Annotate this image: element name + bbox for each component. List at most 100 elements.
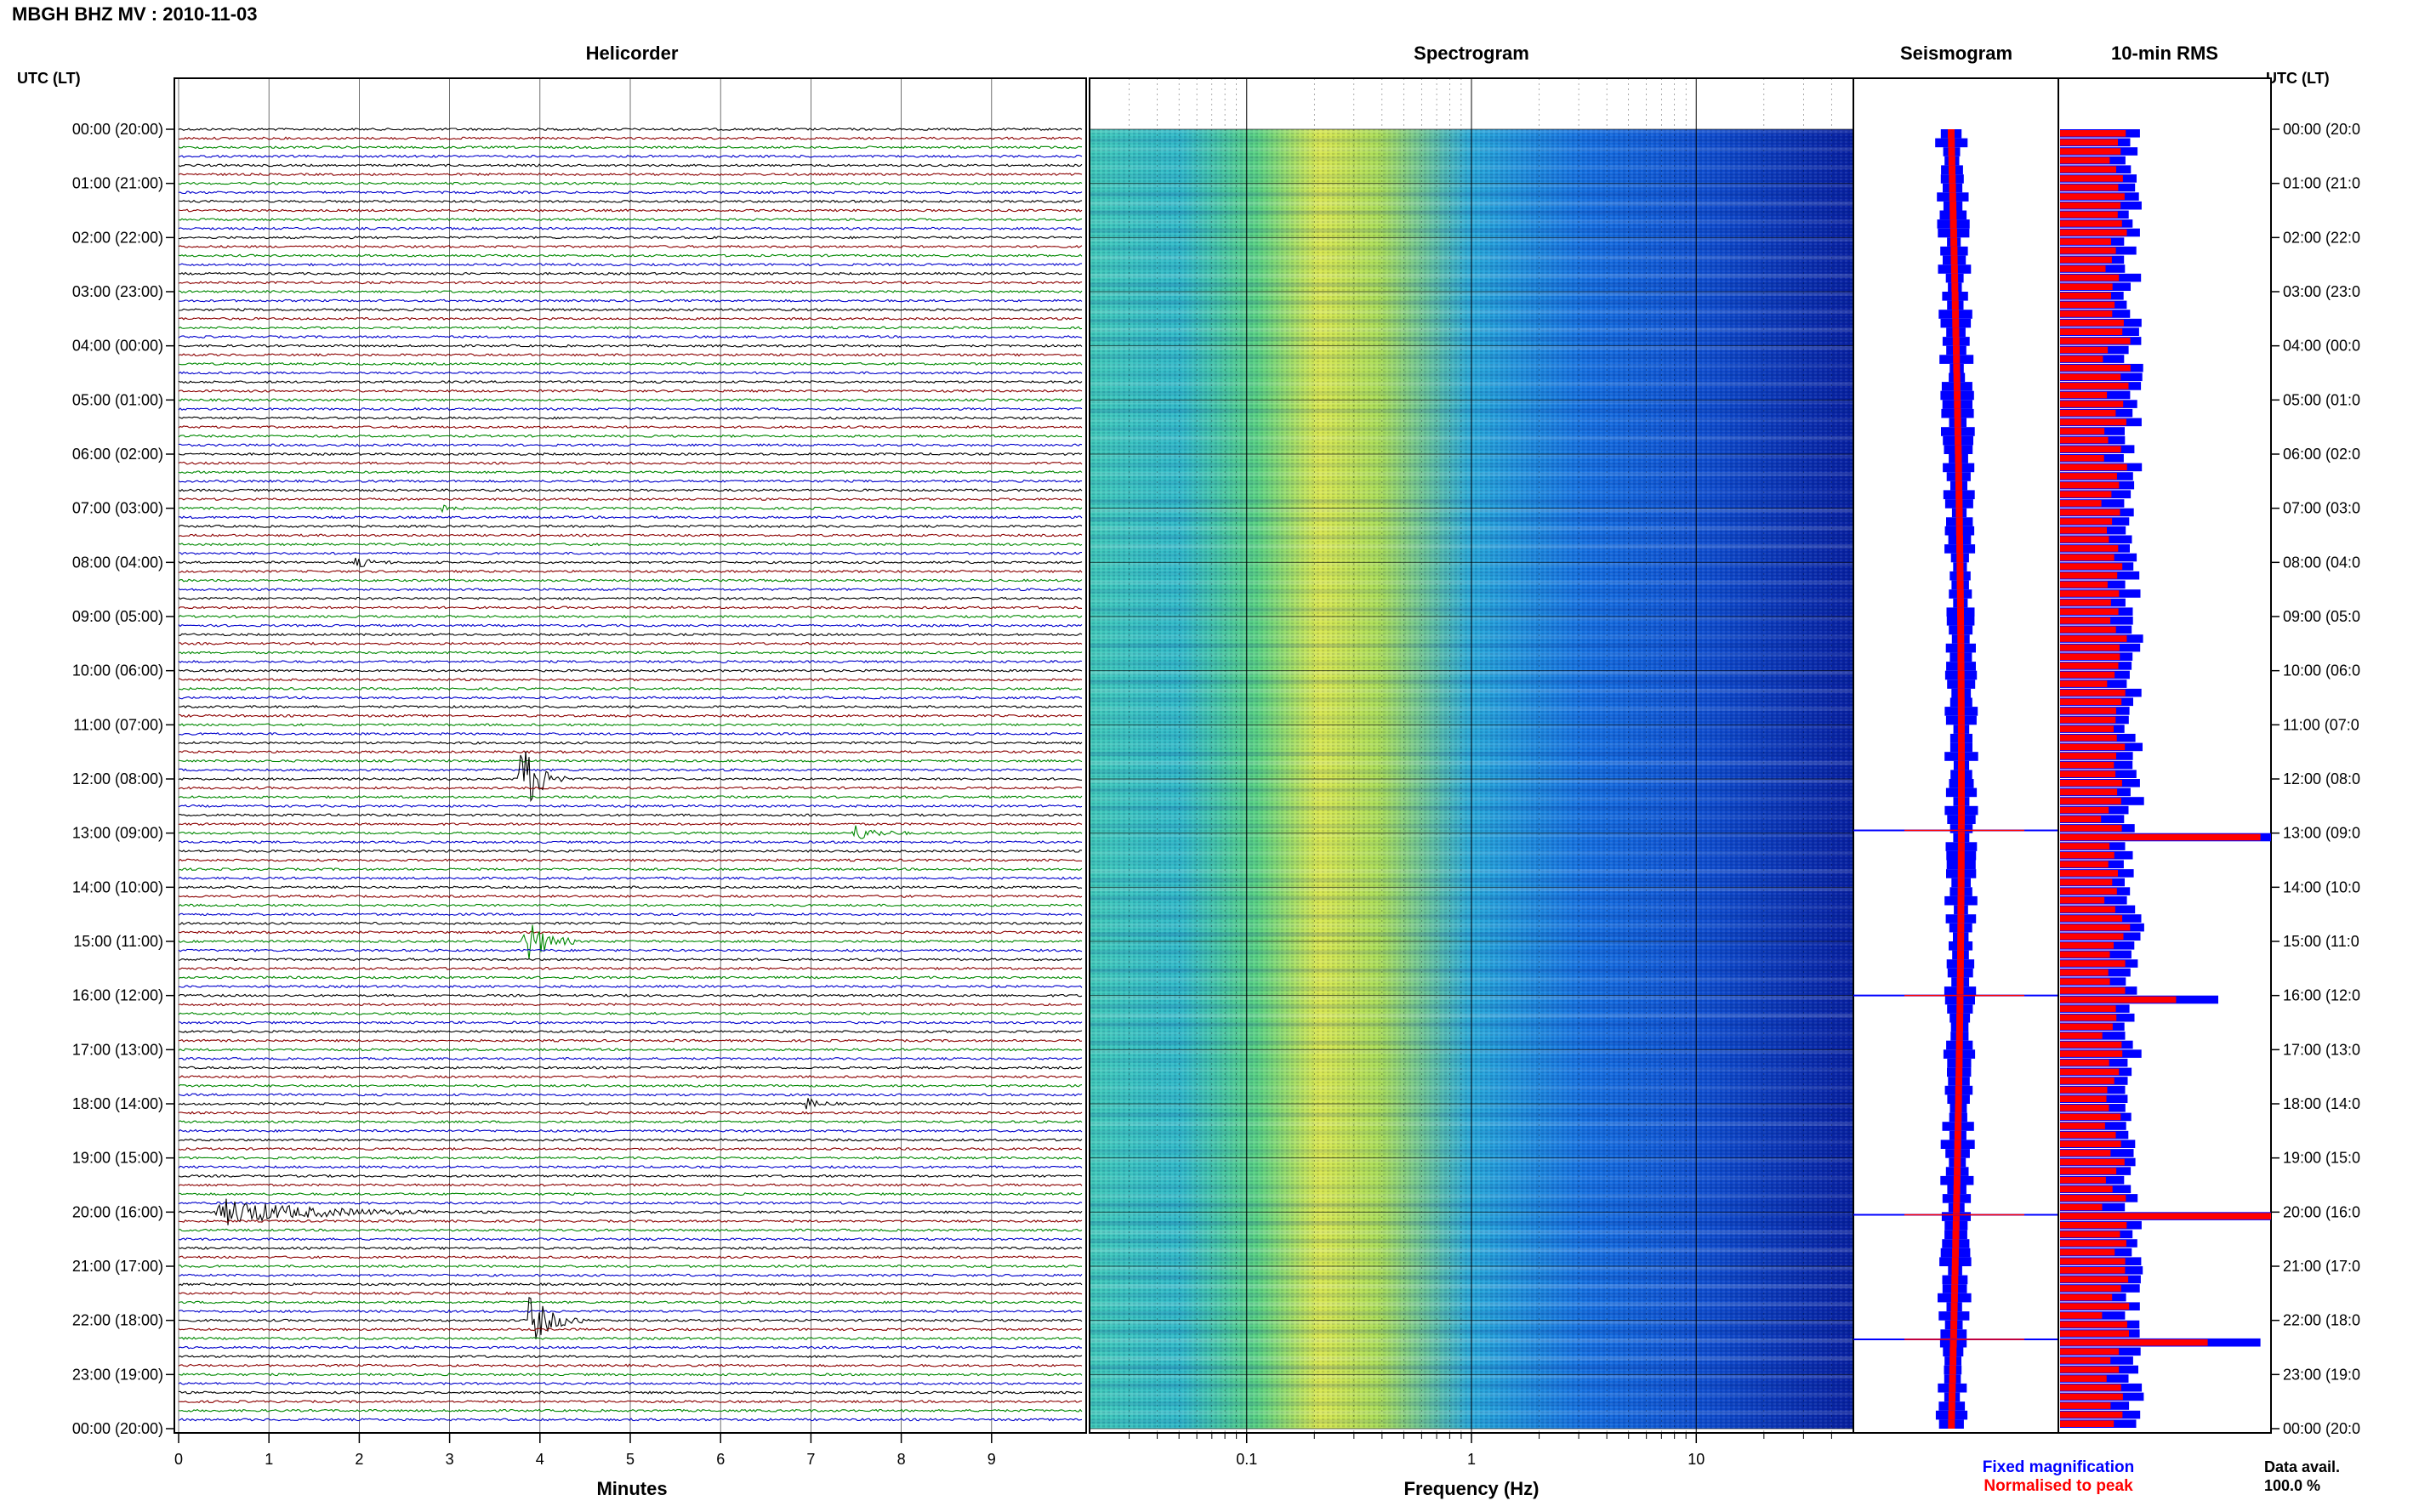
hour-label-left: 22:00 (18:00) [72, 1312, 163, 1329]
seismogram-normalised-segment [1949, 1374, 1956, 1384]
rms-bar-normalised [2060, 446, 2121, 452]
seismogram-normalised-segment [1958, 787, 1965, 798]
rms-bars [2060, 129, 2271, 1428]
helicorder-trace [178, 605, 1083, 610]
helicorder-trace [178, 1056, 1083, 1061]
seismogram-normalised-segment [1952, 1239, 1960, 1248]
helicorder-trace [178, 236, 1083, 240]
seismogram-normalised-segment [1952, 318, 1960, 328]
hour-label-right: 23:00 (19:0 [2283, 1366, 2360, 1383]
helicorder-trace [178, 1400, 1083, 1404]
helicorder-trace [178, 885, 1083, 890]
seismogram-normalised-segment [1951, 300, 1959, 310]
helicorder-trace [178, 596, 1083, 600]
helicorder-trace [178, 849, 1083, 853]
helicorder-trace [178, 993, 1083, 998]
helicorder-trace [178, 1345, 1082, 1350]
hour-label-right: 20:00 (16:0 [2283, 1203, 2360, 1220]
helicorder-trace [178, 244, 1083, 248]
seismogram-normalised-segment [1949, 1383, 1956, 1393]
seismogram-normalised-segment [1949, 201, 1957, 211]
data-avail-label: Data avail. [2264, 1458, 2340, 1475]
helicorder-trace [178, 497, 1083, 502]
rms-bar-normalised [2060, 1285, 2121, 1292]
seismogram-normalised-segment [1957, 878, 1965, 888]
helicorder-trace [178, 1120, 1083, 1124]
rms-bar-normalised [2060, 473, 2117, 480]
seismogram-normalised-segment [1955, 508, 1963, 518]
seismogram-normalised-segment [1956, 580, 1964, 590]
seismogram-normalised-segment [1957, 914, 1965, 924]
helicorder-trace [178, 543, 1083, 547]
rms-bar-normalised [2060, 915, 2123, 922]
legend-fixed-magnification: Fixed magnification [1983, 1458, 2134, 1476]
rms-bar-normalised [2060, 1321, 2127, 1328]
rms-bar-normalised [2060, 256, 2112, 264]
seismogram-normalised-segment [1950, 1293, 1958, 1303]
rms-bar-normalised [2060, 1258, 2126, 1265]
seismogram-normalised-segment [1949, 192, 1956, 202]
rms-bar-normalised [2060, 1312, 2103, 1319]
helicorder-trace [178, 1381, 1083, 1386]
hour-label-left: 04:00 (00:00) [72, 338, 163, 355]
helicorder-trace [178, 1048, 1083, 1052]
seismogram-normalised-segment [1956, 1004, 1964, 1014]
seismogram-normalised-segment [1952, 1248, 1960, 1258]
helicorder-trace [178, 786, 1083, 790]
seismogram-normalised-segment [1957, 697, 1965, 708]
rms-bar-normalised [2060, 825, 2122, 832]
rms-bar-normalised [2060, 635, 2127, 642]
seismogram-normalised-segment [1954, 427, 1961, 436]
hour-label-left: 15:00 (11:00) [73, 933, 163, 950]
helicorder-trace [178, 825, 1083, 839]
rms-bar-normalised [2060, 1348, 2120, 1356]
hour-label-right: 08:00 (04:0 [2283, 554, 2360, 571]
rms-bar-normalised [2060, 708, 2116, 714]
rms-bar-normalised [2060, 644, 2120, 651]
rms-bar-normalised [2060, 509, 2120, 516]
minute-tick-label: 9 [988, 1451, 996, 1468]
helicorder-trace [178, 488, 1083, 492]
seismogram-normalised-segment [1954, 400, 1961, 409]
rms-bar-normalised [2060, 1248, 2115, 1256]
rms-bar-normalised [2060, 319, 2124, 327]
helicorder-trace [178, 361, 1083, 366]
helicorder-trace [178, 840, 1083, 844]
rms-bar-normalised [2060, 906, 2115, 913]
seismogram-normalised-segment [1956, 986, 1964, 996]
helicorder-trace [178, 1264, 1083, 1269]
helicorder-trace [178, 641, 1083, 645]
helicorder-trace [178, 154, 1083, 158]
helicorder-trace [178, 218, 1083, 222]
rms-bar-normalised [2060, 833, 2261, 841]
helicorder-trace [178, 569, 1083, 574]
hour-label-left: 23:00 (19:00) [72, 1366, 163, 1383]
seismogram-normalised-segment [1956, 544, 1964, 554]
seismogram-normalised-segment [1949, 1329, 1957, 1339]
helicorder-trace [178, 678, 1083, 682]
hour-label-left: 21:00 (17:00) [72, 1258, 163, 1275]
seismogram-normalised-segment [1957, 824, 1965, 833]
minute-tick-label: 5 [626, 1451, 635, 1468]
helicorder-trace [178, 750, 1083, 754]
hour-label-right: 15:00 (11:0 [2283, 933, 2359, 950]
helicorder-trace [178, 1075, 1083, 1079]
rms-bar-normalised [2060, 608, 2119, 615]
rms-bar-normalised [2060, 1240, 2126, 1247]
seismogram-normalised-segment [1948, 1401, 1955, 1411]
helicorder-trace [178, 751, 1082, 803]
rms-bar-normalised [2060, 436, 2109, 444]
frequency-tick-label: 0.1 [1236, 1451, 1257, 1468]
rms-bar-normalised [2060, 229, 2127, 236]
helicorder-trace [178, 588, 1083, 592]
rms-bar-normalised [2060, 148, 2121, 155]
helicorder-trace [178, 1093, 1083, 1097]
seismogram-normalised-segment [1957, 923, 1965, 933]
spectrogram-title: Spectrogram [1414, 43, 1529, 64]
seismogram-panel [1853, 77, 2059, 1434]
seismogram-normalised-segment [1952, 337, 1960, 346]
minute-tick-label: 1 [265, 1451, 273, 1468]
rms-title: 10-min RMS [2111, 43, 2218, 64]
helicorder-trace [178, 1255, 1083, 1259]
seismogram-normalised-segment [1949, 1365, 1956, 1375]
